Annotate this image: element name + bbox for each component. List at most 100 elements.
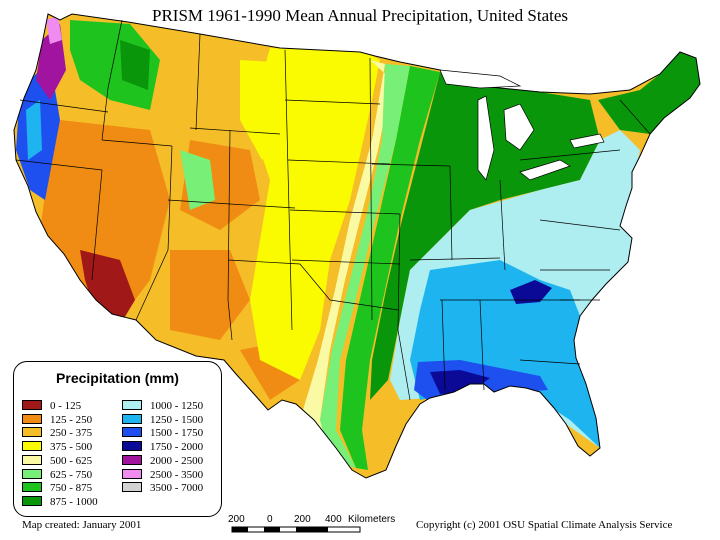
scale-bar-graphic: [231, 526, 361, 533]
border-az-ca: [135, 249, 169, 321]
legend-label: 750 - 875: [50, 482, 93, 495]
legend-swatch: [22, 413, 42, 424]
border-mt-wy: [189, 127, 281, 135]
legend-label: 0 - 125: [50, 400, 82, 412]
copyright-note: Copyright (c) 2001 OSU Spatial Climate A…: [416, 519, 673, 531]
legend-label: 500 - 625: [50, 454, 93, 467]
border-new-england: [619, 99, 651, 135]
legend-item: 500 - 625: [22, 454, 93, 467]
border-ms-al: [441, 299, 446, 391]
legend-item: 875 - 1000: [22, 495, 98, 508]
border-or-wa: [19, 99, 109, 113]
border-nd-sd: [284, 99, 381, 105]
zone-1250-1500: [410, 260, 600, 448]
border-va-md: [539, 219, 621, 231]
border-al-ga: [479, 299, 485, 391]
border-ne-ks: [289, 209, 401, 215]
border-plains-west: [284, 49, 293, 331]
legend-item: 750 - 875: [22, 482, 92, 494]
scale-tick-label: 200: [294, 514, 311, 525]
great-lakes: [439, 69, 605, 181]
scale-unit-label: Kilometers: [348, 514, 396, 525]
border-id-nv: [101, 139, 173, 147]
border-ca-nv: [91, 169, 103, 281]
legend-label: 2500 - 3500: [150, 468, 204, 481]
border-co-wy: [229, 203, 296, 209]
border-wa-id: [101, 19, 123, 141]
lake-ontario: [569, 133, 605, 149]
border-id-mt: [195, 33, 201, 131]
zone-1250-1500-coast: [26, 100, 42, 160]
legend-label: 3500 - 7000: [150, 482, 204, 495]
zone-2500-3500: [46, 16, 62, 44]
scale-tick-label: 0: [267, 514, 273, 525]
zone-875-1000-idaho: [120, 40, 150, 90]
legend-item: 375 - 500: [22, 441, 92, 453]
border-ia-mo: [371, 163, 451, 167]
border-az-nm: [227, 299, 233, 341]
legend-item: 125 - 250: [22, 413, 93, 426]
legend-label: 1250 - 1500: [150, 413, 204, 426]
legend-label: 1750 - 2000: [150, 441, 204, 454]
legend-item: 625 - 750: [22, 468, 92, 481]
legend-swatch: [22, 482, 42, 493]
legend-swatch: [22, 427, 42, 438]
border-ks-ok: [291, 259, 401, 265]
legend-item: 2500 - 3500: [122, 468, 204, 481]
border-ok-tx: [299, 263, 399, 311]
scale-tick-label: 400: [325, 514, 342, 525]
legend-item: 3500 - 7000: [122, 482, 203, 494]
zone-875-1000-northeast: [598, 52, 700, 134]
zone-625-750-colorado: [180, 150, 215, 210]
legend-item: 1000 - 1250: [122, 400, 203, 412]
border-ut-az: [167, 199, 231, 205]
border-tn-ky: [409, 257, 501, 261]
zone-625-750: [320, 64, 410, 468]
border-oh-in: [499, 179, 506, 271]
legend-item: 1750 - 2000: [122, 441, 203, 453]
border-la-tx: [397, 329, 411, 401]
legend-swatch: [122, 468, 142, 479]
legend-swatch: [22, 468, 42, 479]
us-outline: [13, 13, 701, 479]
legend-item: 2000 - 2500: [122, 454, 204, 467]
legend-swatch: [22, 400, 42, 410]
scale-bar: 200 0 200 400 Kilometers: [228, 514, 408, 540]
legend-label: 1000 - 1250: [150, 400, 204, 412]
legend-label: 125 - 250: [50, 413, 93, 426]
zone-500-625: [300, 60, 392, 465]
scale-bar-segment: [264, 527, 280, 532]
zone-375-500-montana: [240, 60, 285, 160]
legend-swatch: [122, 413, 142, 424]
zone-875-1000: [370, 72, 600, 400]
border-nv-ut: [167, 145, 173, 251]
scale-tick-label: 200: [228, 514, 245, 525]
zone-2000-2500: [36, 24, 66, 100]
border-nm-co: [227, 259, 301, 265]
scale-bar-segment: [296, 527, 328, 532]
zone-750-875-rockies: [70, 20, 160, 110]
legend-swatch: [122, 454, 142, 465]
legend-item: 1250 - 1500: [122, 413, 204, 426]
border-ut-co: [227, 129, 231, 301]
zone-750-875: [340, 66, 440, 470]
border-ca-or: [15, 159, 103, 171]
legend: Precipitation (mm) 0 - 125 125 - 250 250 -…: [13, 361, 222, 517]
legend-title: Precipitation (mm): [56, 370, 179, 386]
map-created-note: Map created: January 2001: [22, 519, 142, 531]
legend-swatch: [122, 441, 142, 452]
border-ga-fl: [519, 359, 581, 365]
lake-michigan: [477, 95, 495, 181]
legend-item: 1500 - 1750: [122, 427, 203, 439]
legend-swatch: [22, 454, 42, 465]
legend-swatch: [22, 495, 42, 506]
legend-label: 2000 - 2500: [150, 454, 204, 467]
map-title: PRISM 1961-1990 Mean Annual Precipitatio…: [152, 6, 568, 25]
lake-huron: [503, 103, 535, 151]
legend-swatch: [122, 482, 142, 493]
legend-item: 0 - 125: [22, 400, 81, 412]
border-mn-ia: [369, 57, 373, 321]
legend-label: 250 - 375: [50, 427, 93, 440]
